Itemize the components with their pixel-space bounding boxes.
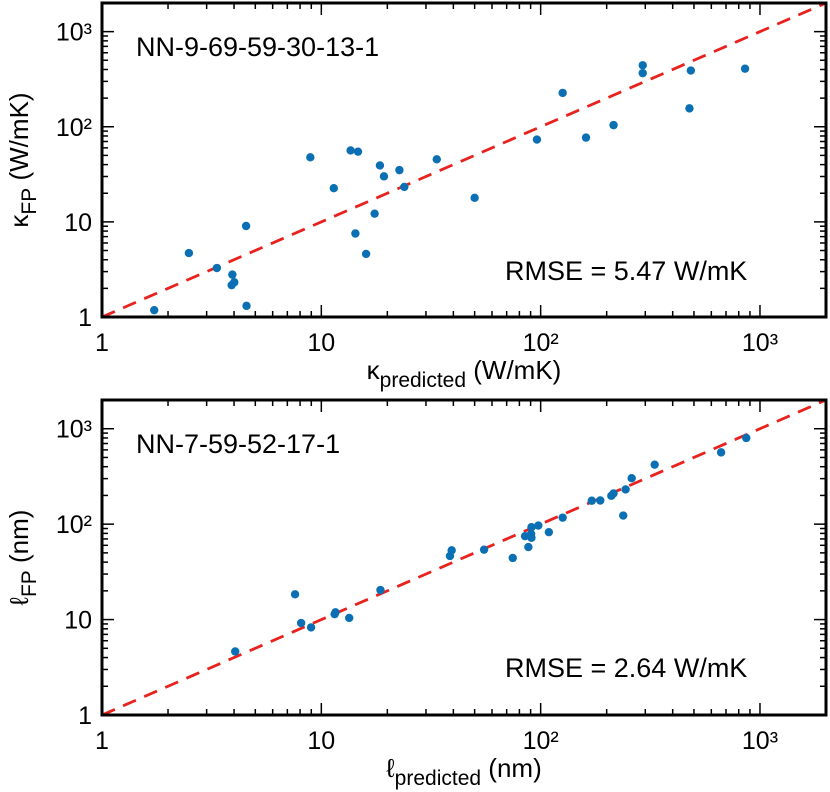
data-point (329, 183, 339, 193)
reference-line-y-equals-x (101, 398, 827, 717)
x-tick-label: 10 (307, 727, 335, 755)
x-tick-label: 10² (523, 329, 559, 357)
data-point (558, 513, 567, 522)
data-point (581, 133, 591, 142)
data-point (306, 623, 316, 632)
data-point (742, 433, 751, 443)
data-point (638, 68, 647, 78)
data-point (524, 542, 533, 552)
data-point (596, 496, 605, 505)
data-point (376, 585, 385, 595)
reference-line-y-equals-x (101, 1, 827, 319)
y-axis-label: κFP (W/mK) (4, 92, 41, 227)
data-point (400, 182, 409, 192)
data-point (331, 608, 340, 617)
axes-frame (100, 1, 828, 319)
data-point (479, 545, 489, 554)
data-point (345, 613, 354, 623)
y-tick-label: 10 (64, 607, 92, 635)
data-point (370, 209, 379, 218)
data-point (150, 305, 159, 315)
x-tick-label: 1 (95, 329, 109, 357)
data-point (447, 546, 456, 555)
data-point (290, 590, 300, 599)
data-point (361, 249, 371, 259)
data-point (740, 64, 750, 73)
data-point (716, 448, 726, 457)
rmse-label: RMSE = 5.47 W/mK (505, 256, 747, 286)
data-point (231, 647, 240, 656)
data-point (609, 120, 618, 130)
data-point (212, 263, 222, 273)
data-point (508, 553, 517, 563)
y-tick-label: 1 (78, 702, 92, 730)
data-point (587, 496, 596, 505)
y-tick-label: 10² (56, 511, 92, 539)
data-point (527, 523, 536, 532)
y-tick-label: 10³ (56, 416, 92, 444)
rmse-label: RMSE = 2.64 W/mK (505, 653, 747, 683)
y-tick-label: 1 (78, 304, 92, 332)
model-label: NN-7-59-52-17-1 (136, 429, 340, 459)
data-point (685, 104, 694, 113)
data-point (353, 147, 363, 156)
y-tick-label: 10² (56, 114, 92, 142)
data-point (526, 529, 536, 539)
y-tick-label: 10³ (56, 19, 92, 47)
data-point (184, 248, 194, 258)
kappa-panel: 1 10 10² 10³ 1 10 10² 10³ κpredicted (W/mK) κFP (… (4, 1, 828, 392)
data-point (470, 193, 479, 203)
data-point (534, 521, 543, 530)
data-point (638, 61, 647, 70)
x-axis-label: ℓpredicted (nm) (386, 753, 541, 790)
data-point (379, 172, 389, 181)
data-point (228, 270, 237, 279)
data-point (375, 161, 385, 170)
data-point (296, 618, 306, 628)
y-axis-label: ℓFP (nm) (4, 510, 41, 606)
axes-frame (100, 398, 828, 717)
data-point (242, 301, 251, 311)
x-tick-label: 10³ (742, 727, 778, 755)
data-point (621, 485, 630, 494)
data-point (306, 153, 315, 162)
data-point (686, 66, 696, 75)
x-tick-label: 10 (307, 329, 335, 357)
x-tick-label: 10³ (742, 329, 778, 357)
length-panel: 1 10 10² 10³ 1 10 10² 10³ ℓpredicted (nm) ℓFP (nm… (4, 398, 828, 790)
data-point (432, 155, 441, 164)
data-point (650, 460, 659, 469)
x-axis-label: κpredicted (W/mK) (367, 355, 562, 392)
data-point (532, 135, 542, 144)
model-label: NN-9-69-59-30-13-1 (136, 32, 379, 62)
y-tick-label: 10 (64, 209, 92, 237)
data-point (351, 229, 360, 238)
data-point (619, 511, 628, 520)
data-point (241, 221, 251, 231)
data-point (346, 146, 355, 155)
data-point (627, 474, 636, 483)
data-point (230, 278, 239, 287)
data-point (544, 527, 554, 537)
data-point (558, 88, 567, 98)
x-tick-label: 1 (95, 727, 109, 755)
x-tick-label: 10² (523, 727, 559, 755)
data-point (395, 165, 404, 175)
data-point (609, 489, 618, 498)
